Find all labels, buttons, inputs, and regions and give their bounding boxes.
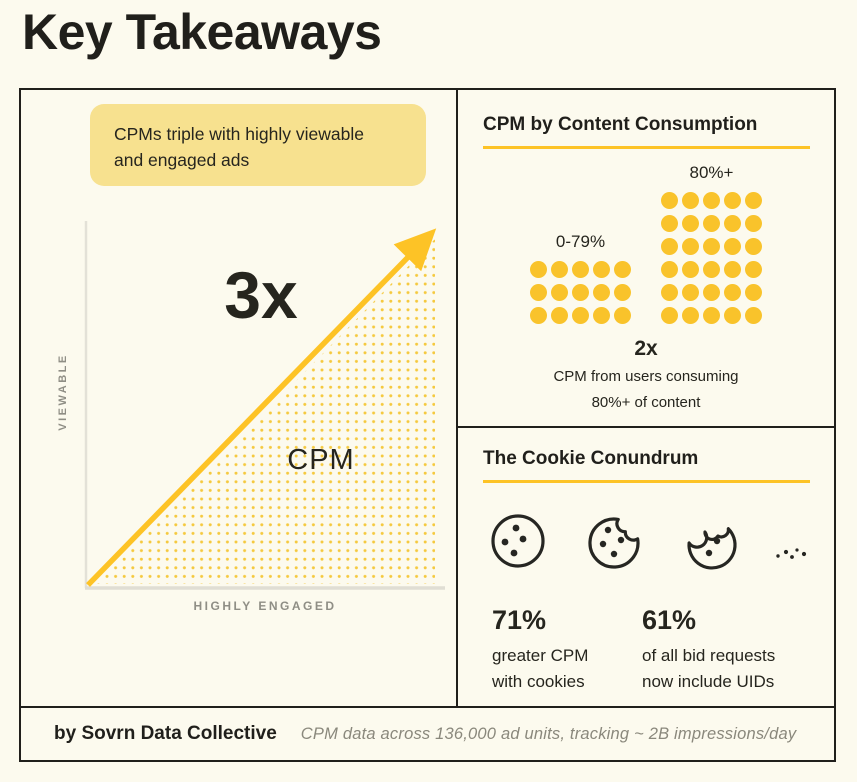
multiplier-value: 3x: [224, 258, 298, 332]
pictograph-dot: [703, 192, 720, 209]
pictograph-dot: [530, 284, 547, 301]
pictograph-dot: [745, 215, 762, 232]
dot-group-high-label: 80%+: [689, 163, 734, 182]
data-note: CPM data across 136,000 ad units, tracki…: [300, 724, 797, 743]
pictograph-dot: [745, 307, 762, 324]
cpm-growth-chart: [84, 221, 445, 590]
page-title: Key Takeaways: [22, 4, 382, 60]
pictograph-dot: [614, 261, 631, 278]
cookie-crumbs-icon: [774, 541, 812, 568]
callout-line2: and engaged ads: [114, 150, 250, 171]
pictograph-dot: [703, 215, 720, 232]
bitten-cookie-icon: [588, 517, 640, 569]
pictograph-dot: [682, 238, 699, 255]
caption-line1: CPM from users consuming: [553, 368, 739, 385]
pictograph-dot: [593, 307, 610, 324]
cookie-stat-cpm-line1: greater CPM: [492, 646, 589, 665]
cookie-stat-cpm-line2: with cookies: [492, 672, 585, 692]
cookie-stat-uid-line2: now include UIDs: [642, 672, 775, 692]
pictograph-dot: [724, 284, 741, 301]
dot-group-high: 80%+: [661, 163, 762, 324]
pictograph-dot: [682, 284, 699, 301]
cookie-stat-cpm-value: 71%: [492, 605, 547, 635]
cookie-stat-cpm: 71% greater CPM with cookies: [492, 605, 642, 696]
pictograph-dot: [593, 284, 610, 301]
pictograph-dot: [745, 261, 762, 278]
pictograph-dot: [745, 238, 762, 255]
dotted-area: [97, 239, 435, 584]
pictograph-dot: [703, 261, 720, 278]
heading-underline: [483, 480, 810, 483]
takeaways-board: CPMs triple with highly viewable and eng…: [19, 88, 836, 762]
pictograph-dot: [551, 284, 568, 301]
pictograph-dot: [724, 192, 741, 209]
callout-line1: CPMs triple with highly viewable: [114, 124, 364, 144]
heading-underline: [483, 146, 810, 149]
pictograph-dot: [572, 261, 589, 278]
pictograph-dot: [661, 215, 678, 232]
pictograph-dot: [614, 307, 631, 324]
dot-grid-high: [661, 192, 762, 324]
content-panel-heading: CPM by Content Consumption: [483, 114, 758, 135]
pictograph-dot: [682, 192, 699, 209]
pictograph-dot: [724, 261, 741, 278]
pictograph-dot: [724, 307, 741, 324]
pictograph-dot: [703, 284, 720, 301]
pictograph-dot: [724, 238, 741, 255]
pictograph: 0-79% 80%+: [458, 163, 834, 324]
x-axis-label: HIGHLY ENGAGED: [193, 599, 337, 613]
cookie-stat-uid: 61% of all bid requests now include UIDs: [642, 605, 792, 696]
callout-bubble: CPMs triple with highly viewable and eng…: [90, 104, 426, 186]
pictograph-dot: [661, 307, 678, 324]
pictograph-dot: [682, 307, 699, 324]
pictograph-dot: [530, 261, 547, 278]
cookie-stat-uid-value: 61%: [642, 605, 697, 635]
cookie-icons-row: [458, 509, 834, 573]
pictograph-dot: [682, 261, 699, 278]
half-eaten-cookie-icon: [687, 527, 737, 570]
growth-arrow: [86, 228, 437, 587]
cookie-panel: The Cookie Conundrum: [458, 428, 834, 706]
pictograph-dot: [572, 307, 589, 324]
pictograph-dot: [745, 284, 762, 301]
pictograph-dot: [703, 238, 720, 255]
dot-grid-low: [530, 261, 631, 324]
pictograph-dot: [614, 284, 631, 301]
source-credit: by Sovrn Data Collective: [54, 723, 277, 744]
content-consumption-panel: CPM by Content Consumption 0-79% 80%+ 2x…: [458, 90, 834, 428]
pictograph-dot: [572, 284, 589, 301]
cpm-area-label: CPM: [287, 444, 355, 476]
content-stat-caption: CPM from users consuming 80%+ of content: [458, 364, 834, 417]
cookie-stat-uid-line1: of all bid requests: [642, 646, 776, 665]
cookie-panel-heading: The Cookie Conundrum: [483, 448, 699, 469]
dot-group-low: 0-79%: [530, 232, 631, 324]
pictograph-dot: [551, 307, 568, 324]
content-stat-value: 2x: [634, 337, 658, 360]
pictograph-dot: [530, 307, 547, 324]
y-axis-label: VIEWABLE: [57, 353, 69, 431]
viewability-panel: CPMs triple with highly viewable and eng…: [21, 90, 458, 706]
pictograph-dot: [661, 192, 678, 209]
caption-line2: 80%+ of content: [591, 394, 701, 412]
pictograph-dot: [551, 261, 568, 278]
dot-group-low-label: 0-79%: [555, 232, 606, 251]
whole-cookie-icon: [491, 514, 545, 568]
pictograph-dot: [703, 307, 720, 324]
content-stat-block: 2x CPM from users consuming 80%+ of cont…: [458, 337, 834, 417]
pictograph-dot: [661, 284, 678, 301]
pictograph-dot: [593, 261, 610, 278]
footer-bar: by Sovrn Data Collective CPM data across…: [21, 706, 834, 760]
pictograph-dot: [745, 192, 762, 209]
pictograph-dot: [661, 261, 678, 278]
cookie-stats-row: 71% greater CPM with cookies 61% of all …: [458, 605, 834, 696]
pictograph-dot: [682, 215, 699, 232]
pictograph-dot: [724, 215, 741, 232]
pictograph-dot: [661, 238, 678, 255]
